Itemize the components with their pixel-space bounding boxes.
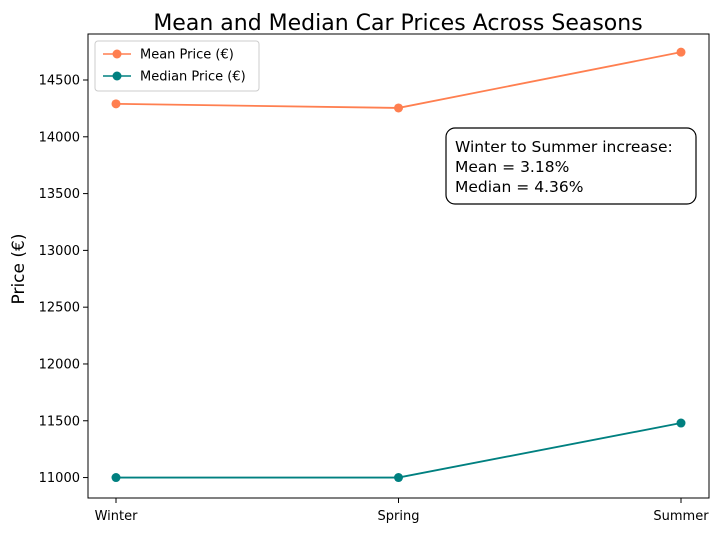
data-point <box>394 473 403 483</box>
legend-label: Median Price (€) <box>140 70 246 85</box>
legend-swatch-marker <box>112 49 122 59</box>
y-tick-label: 11500 <box>39 414 80 429</box>
y-tick-label: 14500 <box>39 74 80 89</box>
data-point <box>676 47 686 57</box>
series-1 <box>111 418 686 483</box>
x-tick-label: Winter <box>95 509 139 524</box>
x-tick-label: Summer <box>653 509 709 524</box>
plot-area: 11000 11500 12000 12500 13000 13500 14000 14500… <box>39 33 710 524</box>
annotation-line: Median = 4.36% <box>455 178 583 196</box>
annotation-line: Mean = 3.18% <box>455 158 569 176</box>
legend: Mean Price (€) Median Price (€) <box>94 40 260 92</box>
y-tick-label: 12500 <box>39 301 80 316</box>
y-tick-label: 12000 <box>39 357 80 372</box>
y-axis-ticks: 11000 11500 12000 12500 13000 13500 14000 14500 <box>39 74 88 486</box>
series-line <box>116 422 682 479</box>
y-axis-label: Price (€) <box>9 234 29 305</box>
x-axis-ticks: Winter Spring Summer <box>95 498 709 524</box>
y-tick-label: 14000 <box>39 130 80 145</box>
series-layer <box>111 47 686 483</box>
y-tick-label: 13500 <box>39 187 80 202</box>
legend-label: Mean Price (€) <box>140 48 234 63</box>
legend-item-mean: Mean Price (€) <box>103 48 234 63</box>
data-point <box>394 103 403 113</box>
series-0 <box>111 47 686 113</box>
y-tick-label: 13000 <box>39 244 80 259</box>
data-point <box>111 473 121 483</box>
legend-swatch-marker <box>112 71 122 81</box>
legend-item-median: Median Price (€) <box>103 70 246 85</box>
x-tick-label: Spring <box>378 509 420 524</box>
legend-frame <box>94 40 260 92</box>
chart-title: Mean and Median Car Prices Across Season… <box>153 11 642 36</box>
annotation-frame <box>445 127 697 205</box>
annotation-box: Winter to Summer increase: Mean = 3.18% … <box>445 127 697 205</box>
data-point <box>676 418 686 428</box>
data-point <box>111 99 121 109</box>
y-tick-label: 11000 <box>39 471 80 486</box>
annotation-line: Winter to Summer increase: <box>455 138 673 156</box>
